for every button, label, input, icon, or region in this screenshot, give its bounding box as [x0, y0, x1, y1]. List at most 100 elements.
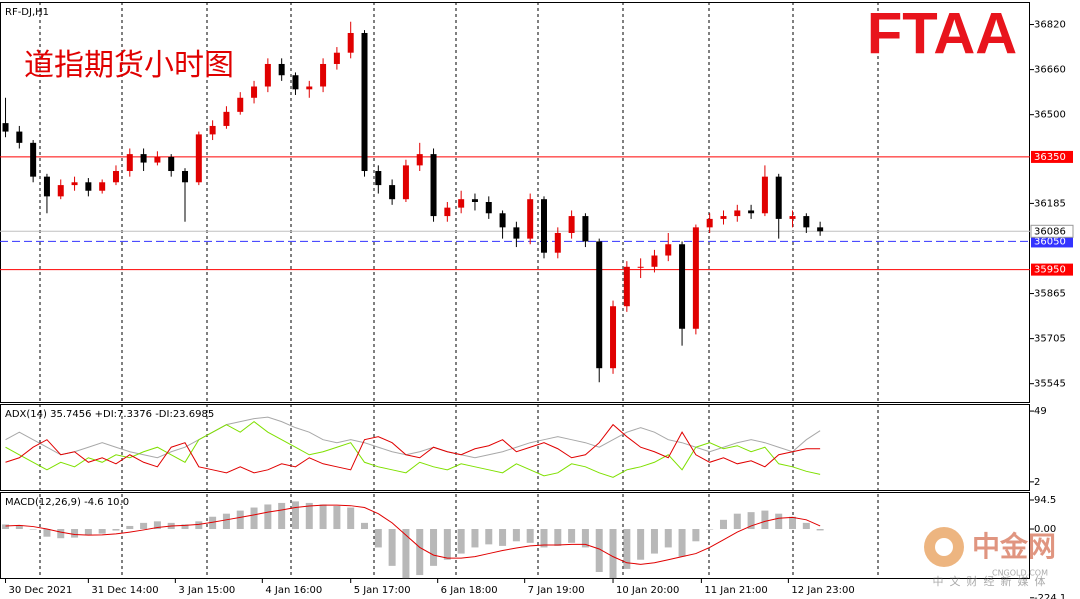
macd-bar	[664, 529, 672, 548]
candle-body	[320, 63, 327, 87]
macd-bar	[153, 521, 161, 530]
macd-bar	[29, 529, 37, 530]
macd-bar	[388, 529, 396, 566]
candle-body	[57, 185, 64, 197]
candle-body	[182, 171, 189, 183]
x-tick-label: 11 Jan 21:00	[704, 585, 767, 596]
x-tick-label: 10 Jan 20:00	[616, 585, 679, 596]
candle-body	[347, 32, 354, 53]
brand: 中金网	[972, 530, 1056, 563]
macd-bar	[278, 502, 286, 530]
candle-body	[582, 216, 589, 242]
macd-bar	[250, 507, 258, 530]
candle-body	[389, 185, 396, 200]
macd-bar	[374, 529, 382, 548]
x-tick-label: 12 Jan 23:00	[791, 585, 854, 596]
candle-body	[692, 227, 699, 329]
plot	[0, 21, 1030, 579]
x-tick-label: 4 Jan 16:00	[265, 585, 322, 596]
macd-bar	[526, 529, 534, 543]
watermark-title: 道指期货小时图	[24, 48, 234, 83]
candle-body	[458, 199, 465, 208]
candle-body	[527, 199, 534, 239]
candle-body	[665, 244, 672, 256]
candle-body	[30, 142, 37, 177]
current-price-tag	[1030, 224, 1074, 238]
price-level-tag	[1031, 263, 1073, 276]
candle-body	[748, 210, 755, 214]
price-level-tag	[1031, 235, 1073, 248]
macd-panel	[0, 492, 1030, 579]
candle-body	[195, 134, 202, 183]
macd-bar	[512, 529, 520, 542]
candle-body	[251, 86, 258, 98]
macd-bar	[443, 529, 451, 560]
candle-body	[444, 207, 451, 217]
brand-site: CNGOLD.COM	[992, 569, 1048, 578]
y-tick-label: 49	[1034, 406, 1047, 417]
indicator-line	[5, 423, 821, 474]
candle-body	[333, 52, 340, 64]
macd-bar	[816, 529, 824, 531]
candle-body	[568, 216, 575, 233]
macd-bar	[581, 529, 589, 548]
candle-body	[154, 156, 161, 163]
macd-bar	[719, 519, 727, 530]
adx-panel	[0, 404, 1030, 491]
candle-body	[651, 255, 658, 267]
brand-tagline: 中文财经新媒体	[933, 574, 1052, 588]
indicator-line	[5, 416, 821, 459]
y-tick-label: 2	[1034, 477, 1040, 488]
candle-body	[361, 32, 368, 172]
candle-body	[817, 227, 824, 232]
brand-watermark: 中金网 CNGOLD.COM 中文财经新媒体	[924, 527, 1056, 588]
macd-bar	[84, 529, 92, 536]
candle-body	[554, 232, 561, 253]
signal-line	[5, 504, 821, 565]
candle-body	[402, 165, 409, 200]
macd-bar	[623, 529, 631, 569]
candle-body	[99, 182, 106, 191]
candle-body	[803, 216, 810, 228]
macd-bar	[430, 529, 438, 566]
price-level-label: 36350	[1034, 152, 1066, 163]
candle-body	[85, 182, 92, 191]
macd-bar	[209, 516, 217, 530]
macd-bar	[264, 504, 272, 530]
price-level-tag	[1031, 150, 1073, 163]
brand-icon-inner	[935, 538, 953, 556]
period-separators	[39, 2, 879, 578]
candle-body	[734, 210, 741, 217]
macd-bar	[305, 502, 313, 530]
macd-bar	[609, 529, 617, 579]
candle-body	[71, 182, 78, 186]
macd-bar	[112, 529, 120, 531]
macd-bar	[650, 529, 658, 554]
price-level-label: 36050	[1034, 236, 1066, 247]
macd-bar	[789, 516, 797, 530]
candle-body	[706, 218, 713, 228]
macd-bar	[181, 524, 189, 530]
candle-body	[2, 123, 9, 132]
candle-body	[540, 199, 547, 253]
y-tick-label: 94.5	[1034, 495, 1056, 506]
macd-bar	[57, 529, 65, 539]
macd-bar	[485, 529, 493, 545]
macd-bar	[319, 504, 327, 530]
candle-body	[278, 63, 285, 76]
candle-body	[209, 125, 216, 135]
y-tick-label: 35545	[1034, 379, 1066, 390]
y-tick-label: -224.1	[1034, 593, 1066, 599]
macd-bar	[499, 529, 507, 546]
macd-bar	[140, 522, 148, 530]
macd-bar	[126, 525, 134, 530]
macd-bar	[236, 510, 244, 530]
candle-body	[237, 97, 244, 112]
x-axis-band	[0, 579, 1080, 599]
macd-bar	[540, 529, 548, 548]
macd-bar	[775, 513, 783, 530]
candle-body	[292, 75, 299, 90]
macd-bar	[568, 529, 576, 543]
candle-body	[485, 202, 492, 214]
macd-bar	[733, 513, 741, 530]
